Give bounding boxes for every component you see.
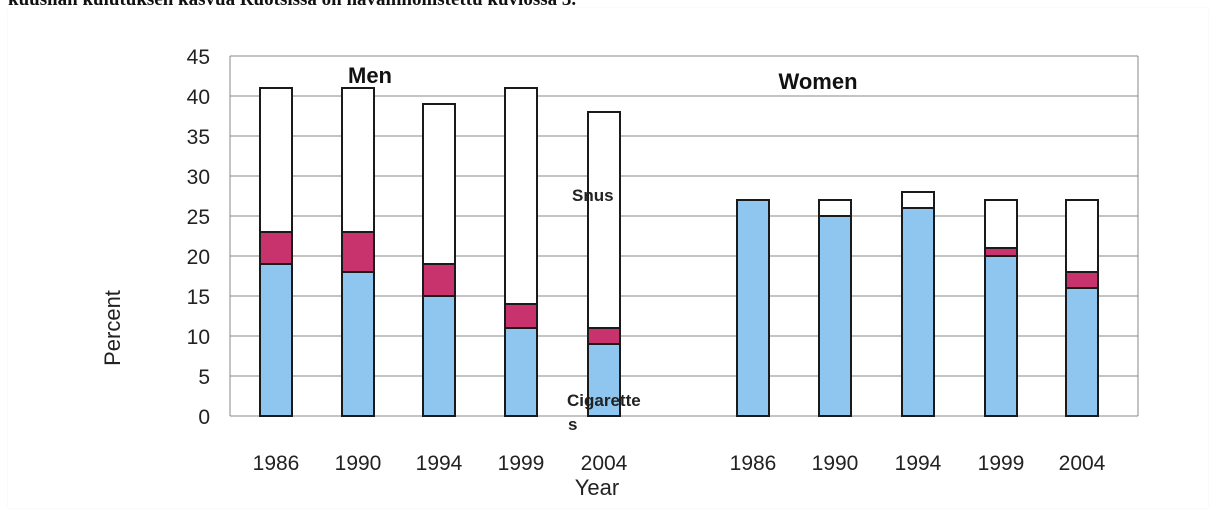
bar-men-1986-snus bbox=[259, 87, 293, 233]
x-tick-label: 1986 bbox=[730, 452, 777, 475]
bar-women-1999-cigarettes bbox=[984, 255, 1018, 417]
figure-panel: 0 5 10 15 20 25 30 35 40 45 1986 1990 1994 1999 2004 1… bbox=[8, 8, 1208, 508]
bar-women-1990-snus bbox=[818, 199, 852, 217]
group-label-men: Men bbox=[348, 63, 392, 88]
y-tick-label: 10 bbox=[187, 326, 210, 349]
x-tick-label: 1999 bbox=[498, 452, 545, 475]
x-tick-label: 1986 bbox=[253, 452, 300, 475]
bar-men-1999-both bbox=[504, 303, 538, 329]
y-tick-label: 20 bbox=[187, 246, 210, 269]
bar-women-1990-cigarettes bbox=[818, 215, 852, 417]
labels: Percent Year Men Women Snus Cigarette s bbox=[100, 63, 858, 500]
annotation-cigarettes-cont: s bbox=[568, 415, 577, 434]
x-tick-label: 1994 bbox=[895, 452, 942, 475]
y-tick-label: 35 bbox=[187, 126, 210, 149]
bar-men-1986-cigarettes bbox=[259, 263, 293, 417]
bar-women-1999-both bbox=[984, 247, 1018, 257]
y-tick-label: 15 bbox=[187, 286, 210, 309]
bar-men-1986-both bbox=[259, 231, 293, 265]
bar-men-2004-snus bbox=[587, 111, 621, 329]
bar-women-2004-both bbox=[1065, 271, 1099, 289]
x-tick-label: 1990 bbox=[812, 452, 859, 475]
bar-men-1990-cigarettes bbox=[341, 271, 375, 417]
y-tick-label: 5 bbox=[198, 366, 210, 389]
bars: 1986 1990 1994 1999 2004 1986 1990 1994 1999 2004 bbox=[253, 87, 1106, 475]
bar-men-1999-snus bbox=[504, 87, 538, 305]
x-axis-label: Year bbox=[575, 475, 619, 500]
x-tick-label: 1990 bbox=[335, 452, 382, 475]
bar-men-1990-both bbox=[341, 231, 375, 273]
bar-women-2004-snus bbox=[1065, 199, 1099, 273]
annotation-cigarettes: Cigarette bbox=[567, 391, 641, 410]
y-axis: 0 5 10 15 20 25 30 35 40 45 bbox=[187, 46, 1139, 429]
x-tick-label: 2004 bbox=[581, 452, 628, 475]
bar-men-2004-both bbox=[587, 327, 621, 345]
y-tick-label: 30 bbox=[187, 166, 210, 189]
bar-men-1994-both bbox=[422, 263, 456, 297]
group-label-women: Women bbox=[778, 69, 857, 94]
bar-women-2004-cigarettes bbox=[1065, 287, 1099, 417]
bar-women-1999-snus bbox=[984, 199, 1018, 249]
annotation-snus: Snus bbox=[572, 186, 614, 205]
bar-women-1994-cigarettes bbox=[901, 207, 935, 417]
bar-men-1999-cigarettes bbox=[504, 327, 538, 417]
bar-men-1994-cigarettes bbox=[422, 295, 456, 417]
x-tick-label: 1999 bbox=[978, 452, 1025, 475]
y-tick-label: 25 bbox=[187, 206, 210, 229]
page-caption: kuuslian kulutuksen kasvua Ruotsissa on … bbox=[8, 0, 1208, 9]
x-tick-label: 1994 bbox=[416, 452, 463, 475]
y-tick-label: 0 bbox=[198, 406, 210, 429]
bar-women-1994-snus bbox=[901, 191, 935, 209]
x-tick-label: 2004 bbox=[1059, 452, 1106, 475]
bar-men-1994-snus bbox=[422, 103, 456, 265]
y-axis-label: Percent bbox=[100, 290, 125, 366]
bar-men-1990-snus bbox=[341, 87, 375, 233]
y-tick-label: 40 bbox=[187, 86, 210, 109]
bar-women-1986-cigarettes bbox=[736, 199, 770, 417]
y-tick-label: 45 bbox=[187, 46, 210, 69]
